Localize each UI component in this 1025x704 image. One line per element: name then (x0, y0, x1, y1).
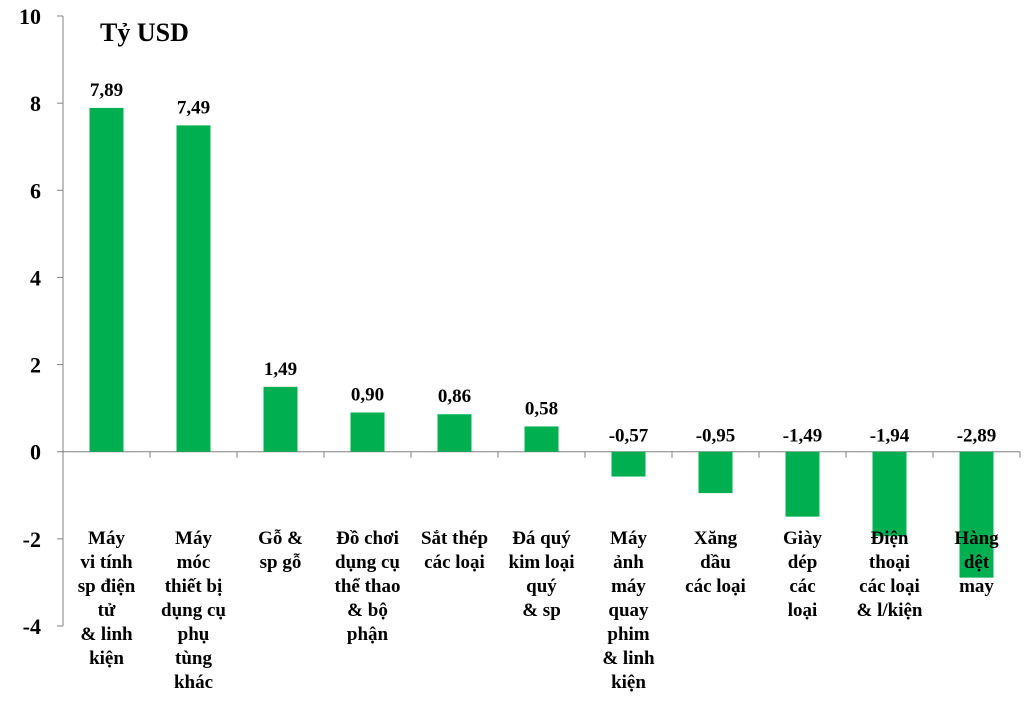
data-label: -0,57 (609, 426, 649, 447)
category-label-line: sp điện (77, 576, 136, 597)
category-label-line: quay (608, 600, 649, 621)
category-label-line: khác (173, 672, 214, 693)
data-label: -2,89 (957, 426, 997, 447)
category-label-line: Giày (782, 528, 823, 549)
category-label-line: may (959, 576, 994, 597)
bar (785, 451, 820, 517)
category-label-line: Máy (88, 528, 125, 549)
category-label-line: vi tính (80, 552, 133, 573)
category-label-line: thoại (868, 552, 911, 573)
data-label: 7,89 (90, 80, 123, 101)
category-label-line: phụ (177, 624, 210, 645)
category-label-line: dầu (700, 552, 731, 573)
bar (176, 125, 211, 452)
y-tick-label: 2 (30, 353, 41, 378)
category-label-line: Xăng (693, 528, 738, 549)
y-tick-label: -2 (23, 527, 41, 552)
category-label-line: tùng (175, 648, 212, 669)
category-label-line: Gỗ & (258, 528, 303, 549)
category-label-line: dệt (963, 552, 990, 573)
category-label-line: ảnh (613, 552, 644, 573)
data-label: -0,95 (696, 426, 736, 447)
category-label-line: phận (346, 624, 389, 645)
category-label-line: móc (176, 552, 211, 573)
category-label-line: & bộ (347, 600, 388, 621)
category-label-line: Đá quý (512, 528, 571, 549)
bar (524, 426, 559, 452)
category-label-line: thể thao (334, 576, 401, 597)
bar (959, 451, 994, 578)
category-label-line: tử (97, 600, 116, 621)
category-label-line: & linh (80, 624, 133, 645)
y-tick-label: -4 (23, 614, 41, 639)
bar (89, 107, 124, 452)
category-label: Đá quý kim loại quý & sp (500, 527, 584, 623)
category-label: Máy móc thiết bị dụng cụ phụ tùng khác (152, 527, 236, 695)
data-label: 0,58 (525, 398, 558, 419)
y-tick-label: 10 (19, 4, 41, 29)
category-label-line: các loại (424, 552, 485, 573)
category-label-line: sp gỗ (259, 552, 302, 573)
category-label-line: phim (607, 624, 650, 645)
y-tick-label: 6 (30, 178, 41, 203)
category-label-line: Điện (870, 528, 909, 549)
data-label: 0,90 (351, 385, 384, 406)
category-label-line: & l/kiện (856, 600, 923, 621)
category-label-line: thiết bị (164, 576, 223, 597)
category-label: Sắt thép các loại (413, 527, 497, 575)
data-label: 1,49 (264, 359, 297, 380)
category-label-line: & sp (522, 600, 561, 621)
category-label-line: loại (787, 600, 818, 621)
bar (872, 451, 907, 537)
bar (611, 451, 646, 477)
category-label-line: Sắt thép (420, 528, 489, 549)
category-label: Hàng dệt may (935, 527, 1019, 599)
data-label: -1,94 (870, 426, 910, 447)
category-label-line: quý (526, 576, 557, 597)
category-label-line: Máy (175, 528, 212, 549)
y-tick-label: 0 (30, 440, 41, 465)
category-label-line: dụng cụ (335, 552, 400, 573)
unit-label: Tỷ USD (100, 18, 189, 47)
category-label: Gỗ & sp gỗ (239, 527, 323, 575)
category-label-line: & linh (602, 648, 655, 669)
category-label: Máy ảnh máy quay phim & linh kiện (587, 527, 671, 695)
category-label: Máy vi tính sp điện tử & linh kiện (65, 527, 149, 671)
y-tick-label: 4 (30, 265, 41, 290)
category-label-line: kiện (611, 672, 646, 693)
category-label-line: dép (787, 552, 818, 573)
y-tick-label: 8 (30, 91, 41, 116)
category-label-line: Đồ chơi (336, 528, 399, 549)
category-label: Đồ chơi dụng cụ thể thao & bộ phận (326, 527, 410, 647)
category-label-line: các (789, 576, 816, 597)
category-label-line: Máy (610, 528, 647, 549)
data-label: -1,49 (783, 426, 823, 447)
category-label: Xăng dầu các loại (674, 527, 758, 599)
data-label: 0,86 (438, 386, 471, 407)
category-label-line: các loại (859, 576, 920, 597)
data-label: 7,49 (177, 97, 210, 118)
bar (263, 386, 298, 452)
category-label-line: kim loại (508, 552, 575, 573)
category-label-line: Hàng (954, 528, 999, 549)
category-label-line: kiện (89, 648, 124, 669)
category-label: Điện thoại các loại & l/kiện (848, 527, 932, 623)
bar (698, 451, 733, 494)
category-label-line: máy (611, 576, 646, 597)
bar (437, 414, 472, 452)
bar (350, 412, 385, 452)
category-label-line: các loại (685, 576, 746, 597)
category-label: Giày dép các loại (761, 527, 845, 623)
category-label-line: dụng cụ (161, 600, 226, 621)
